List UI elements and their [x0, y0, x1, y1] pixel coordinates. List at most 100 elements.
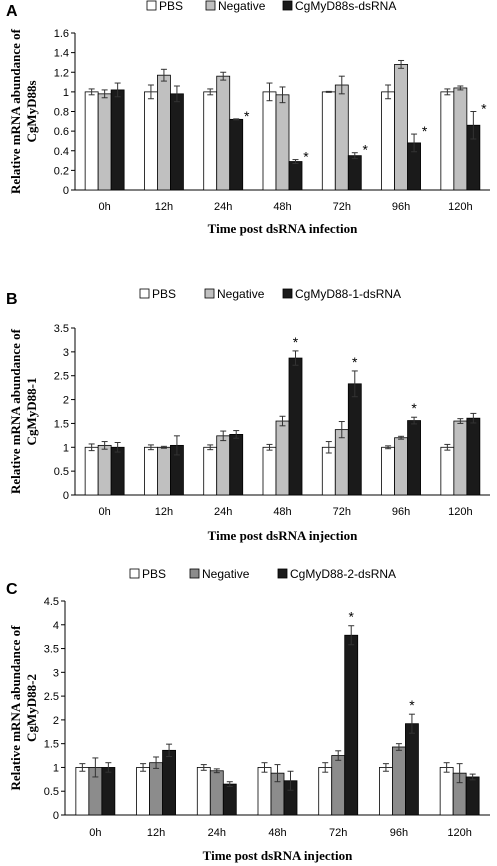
x-tick-label: 0h: [99, 506, 111, 518]
bar-a-cgmyd88s-dsrna-72h: [347, 155, 362, 191]
bar-c-pbs-48h: [257, 767, 272, 816]
bar-a-pbs-120h: [440, 91, 455, 191]
bar-b-pbs-12h: [144, 446, 158, 496]
panel-letter: A: [6, 3, 18, 20]
bar-b-negative-48h: [275, 420, 290, 496]
bar-c-negative-24h: [209, 770, 224, 816]
x-tick-label: 12h: [147, 827, 165, 839]
x-tick-label: 48h: [268, 827, 286, 839]
x-tick-label: 96h: [392, 506, 410, 518]
legend-label: Negative: [202, 567, 250, 581]
bar-a-negative-0h: [97, 93, 112, 191]
legend-swatch: [205, 0, 216, 11]
y-axis-title-line: CgMyD88s: [24, 80, 39, 142]
x-tick-label: 24h: [214, 201, 232, 213]
x-tick-label: 96h: [392, 201, 410, 213]
bar-b-cgmyd88-1-dsrna-96h: [407, 420, 421, 496]
bar-c-cgmyd88-2-dsrna-0h: [101, 767, 116, 816]
significance-marker: *: [244, 108, 250, 124]
bar-a-negative-96h: [394, 64, 408, 191]
y-tick-label: 0.5: [54, 466, 69, 478]
bar-a-pbs-96h: [381, 91, 395, 191]
significance-marker: *: [363, 142, 369, 158]
bar-b-negative-0h: [97, 444, 112, 496]
bar-a-cgmyd88s-dsrna-12h: [170, 93, 184, 191]
chart-panel-b: B PBS Negative CgMyD88-1-dsRNA 0 0.5 1 1.5 2 2.5 3…: [6, 287, 490, 543]
significance-marker: *: [481, 101, 487, 117]
y-tick-label: 3: [63, 347, 69, 359]
y-tick-label: 0: [53, 810, 59, 822]
chart-panel-a: A PBS Negative CgMyD88s-dsRNA 0 0.2 0.4 0.6 0.8 1…: [6, 0, 490, 236]
bar-b-negative-96h: [394, 437, 408, 496]
bar-b-cgmyd88-1-dsrna-24h: [229, 434, 244, 496]
chart-panel-c: C PBS Negative CgMyD88-2-dsRNA 0 0.5 1 1.5 2 2.5 3…: [6, 567, 490, 863]
bar-c-cgmyd88-2-dsrna-72h: [344, 634, 359, 816]
y-tick-label: 0.4: [54, 146, 69, 158]
x-tick-label: 72h: [333, 201, 351, 213]
bar-a-pbs-24h: [203, 91, 218, 191]
legend-swatch: [204, 288, 215, 299]
bar-c-pbs-120h: [439, 767, 454, 816]
y-tick-label: 1.2: [54, 67, 69, 79]
y-tick-label: 4.5: [44, 596, 59, 608]
legend-label: PBS: [142, 567, 166, 581]
bar-b-pbs-72h: [321, 446, 336, 496]
y-tick-label: 3.5: [44, 644, 59, 656]
legend-label: Negative: [217, 287, 265, 301]
bar-c-negative-72h: [331, 755, 346, 816]
x-tick-label: 48h: [273, 201, 291, 213]
x-tick-label: 24h: [214, 506, 232, 518]
legend-swatch: [146, 0, 157, 11]
y-axis-title-line: CgMyD88-2: [24, 674, 39, 742]
significance-marker: *: [411, 400, 417, 416]
x-axis-title: Time post dsRNA injection: [203, 848, 353, 863]
x-axis-title: Time post dsRNA infection: [208, 221, 358, 236]
panel-letter: B: [6, 291, 18, 308]
y-tick-label: 3: [53, 667, 59, 679]
bar-a-negative-12h: [157, 74, 171, 191]
bar-b-negative-12h: [157, 446, 171, 496]
legend-label: Negative: [218, 0, 266, 13]
y-axis-title-line: Relative mRNA abundance of: [8, 28, 23, 194]
bar-a-pbs-48h: [262, 91, 277, 191]
x-tick-label: 96h: [390, 827, 408, 839]
legend-label: PBS: [152, 287, 176, 301]
y-axis-title-line: Relative mRNA abundance of: [8, 625, 23, 791]
bar-b-pbs-96h: [381, 446, 395, 496]
x-tick-label: 120h: [448, 201, 472, 213]
bar-c-pbs-72h: [318, 767, 333, 816]
legend-swatch: [139, 288, 150, 299]
bar-b-pbs-48h: [262, 446, 277, 496]
legend-label: CgMyD88-1-dsRNA: [295, 287, 401, 301]
y-tick-label: 2: [63, 395, 69, 407]
y-tick-label: 0.6: [54, 126, 69, 138]
significance-marker: *: [293, 334, 299, 350]
bar-b-cgmyd88-1-dsrna-0h: [110, 446, 125, 496]
panel-letter: C: [6, 581, 18, 598]
bar-a-pbs-72h: [321, 91, 336, 191]
y-tick-label: 0.2: [54, 165, 69, 177]
bar-b-cgmyd88-1-dsrna-72h: [347, 383, 362, 496]
y-tick-label: 1.5: [54, 418, 69, 430]
bar-b-cgmyd88-1-dsrna-120h: [466, 417, 481, 496]
y-tick-label: 2.5: [44, 691, 59, 703]
bar-c-cgmyd88-2-dsrna-24h: [222, 783, 237, 816]
y-axis-title-line: Relative mRNA abundance of: [8, 328, 23, 494]
y-tick-label: 1: [63, 442, 69, 454]
legend-swatch: [129, 568, 140, 579]
significance-marker: *: [303, 149, 309, 165]
legend-swatch: [282, 288, 293, 299]
bar-a-cgmyd88s-dsrna-0h: [110, 89, 125, 191]
bar-c-pbs-24h: [196, 767, 211, 816]
x-axis-title: Time post dsRNA injection: [208, 528, 358, 543]
y-tick-label: 1: [63, 87, 69, 99]
bar-b-negative-24h: [216, 435, 231, 496]
bar-b-negative-72h: [334, 429, 349, 496]
x-tick-label: 48h: [273, 506, 291, 518]
y-axis-title: Relative mRNA abundance ofCgMyD88-1: [8, 328, 39, 494]
x-tick-label: 72h: [329, 827, 347, 839]
x-tick-label: 120h: [447, 827, 471, 839]
y-tick-label: 2: [53, 715, 59, 727]
bar-c-pbs-0h: [75, 767, 90, 816]
